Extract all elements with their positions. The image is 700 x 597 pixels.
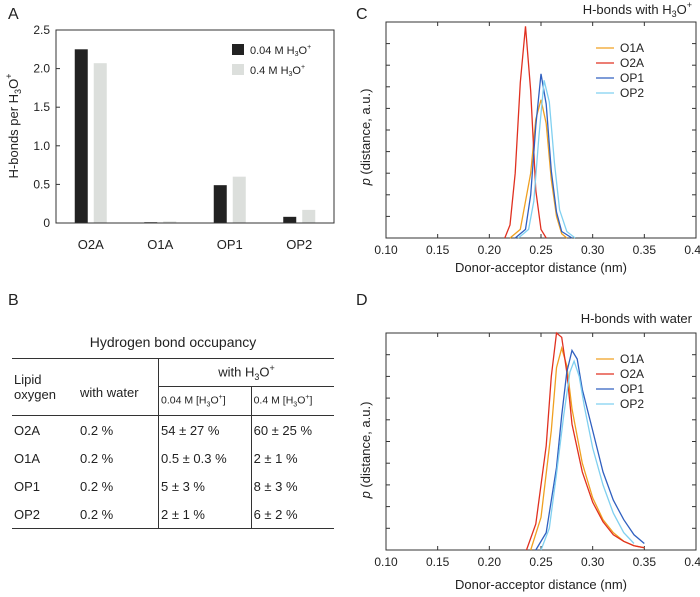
- bar-o1a-04m: [163, 221, 177, 223]
- bar-chart-a: H-bonds per H3O+ 0 0.5 1.0 1.5 2.0 2.5 O2A O1A O…: [4, 23, 335, 252]
- cell-oxygen: O1A: [14, 450, 41, 466]
- chart-c-xtick-label: 0.30: [581, 243, 605, 257]
- cell-oxygen: OP2: [12, 500, 78, 529]
- chart-d-xtick-label: 0.40: [684, 555, 700, 569]
- table-row: O1A 0.2 % 0.5 ± 0.3 % 2 ± 1 %: [12, 444, 334, 472]
- cell-oxygen: O2A: [14, 422, 41, 438]
- chart-c-series-o2a: [504, 26, 547, 239]
- cell-04m: 8 ± 3 %: [250, 472, 334, 500]
- chart-c-legend-label-o2a: O2A: [620, 56, 644, 70]
- panel-letter-a: A: [8, 6, 19, 23]
- chart-c-legend-label-op1: OP1: [620, 71, 644, 85]
- chart-c-xtick-label: 0.35: [633, 243, 657, 257]
- legend-swatch-04: [232, 64, 244, 75]
- cell-04m: 2 ± 1 %: [250, 444, 334, 472]
- chart-c-legend-label-op2: OP2: [620, 86, 644, 100]
- chart-c-legend-label-o1a: O1A: [620, 41, 644, 55]
- chart-d-title: H-bonds with water: [581, 311, 693, 326]
- bar-o2a-004m: [74, 49, 88, 223]
- cell-004m: 54 ± 27 %: [158, 415, 252, 444]
- cell-water: 0.2 %: [80, 422, 114, 438]
- table-row: OP2 0.2 % 2 ± 1 % 6 ± 2 %: [12, 500, 334, 529]
- panel-letter-d: D: [356, 292, 368, 309]
- chart-a-ytick-label: 2.5: [33, 23, 50, 37]
- chart-d-ylabel: p (distance, a.u.): [358, 402, 373, 500]
- chart-a-ytick-label: 1.5: [33, 100, 50, 114]
- legend-label-004: 0.04 M H3O+: [250, 44, 311, 58]
- table-header-row: Lipid oxygen with water with H3O+: [12, 358, 334, 416]
- chart-d-legend-label-o2a: O2A: [620, 367, 644, 381]
- cell-004m: 0.5 ± 0.3 %: [158, 444, 252, 472]
- chart-a-ytick-label: 1.0: [33, 139, 50, 153]
- chart-a-xtick-label: OP2: [286, 237, 312, 252]
- chart-d-xtick-label: 0.35: [633, 555, 657, 569]
- chart-d-legend-label-op1: OP1: [620, 382, 644, 396]
- col-lipid-oxygen: Lipid oxygen: [12, 358, 78, 416]
- chart-a-xtick-label: OP1: [217, 237, 243, 252]
- chart-d-legend-label-o1a: O1A: [620, 352, 644, 366]
- chart-a-ylabel: H-bonds per H3O+: [4, 74, 23, 179]
- table-row: O2A 0.2 % 54 ± 27 % 60 ± 25 %: [12, 415, 334, 444]
- cell-004m: 2 ± 1 %: [158, 500, 252, 529]
- cell-04m: 60 ± 25 %: [250, 415, 334, 444]
- table-b-title: Hydrogen bond occupancy: [89, 334, 257, 350]
- chart-c-title: H-bonds with H3O+: [583, 0, 692, 19]
- chart-d-legend-label-op2: OP2: [620, 397, 644, 411]
- cell-water: 0.2 %: [80, 478, 114, 494]
- chart-c-xtick-label: 0.15: [426, 243, 450, 257]
- cell-oxygen: OP1: [14, 478, 41, 494]
- chart-d-series-op2: [540, 359, 635, 551]
- chart-c-xlabel: Donor-acceptor distance (nm): [455, 260, 627, 275]
- chart-c-xtick-label: 0.10: [374, 243, 398, 257]
- line-chart-d: H-bonds with water p (distance, a.u.) Do…: [358, 311, 700, 592]
- legend-swatch-004: [232, 44, 244, 55]
- chart-a-xtick-label: O1A: [147, 237, 173, 252]
- chart-c-ylabel: p (distance, a.u.): [358, 89, 373, 187]
- chart-d-series-o2a: [525, 331, 645, 551]
- chart-c-series-op2: [517, 80, 576, 239]
- chart-c-xtick-label: 0.25: [529, 243, 553, 257]
- chart-c-xtick-label: 0.20: [478, 243, 502, 257]
- panel-letter-c: C: [356, 6, 368, 23]
- chart-a-xtick-label: O2A: [78, 237, 104, 252]
- cell-water: 0.2 %: [78, 500, 159, 529]
- col-004m: 0.04 M [H3O+]: [158, 386, 252, 416]
- chart-d-xtick-label: 0.20: [478, 555, 502, 569]
- col-with-h3o: with H3O+: [158, 358, 334, 387]
- bar-op2-004m: [283, 216, 297, 223]
- bar-op2-04m: [302, 209, 316, 223]
- chart-c-series-o1a: [509, 99, 568, 239]
- chart-d-xtick-label: 0.15: [426, 555, 450, 569]
- cell-004m: 5 ± 3 %: [158, 472, 252, 500]
- panel-letter-b: B: [8, 292, 19, 309]
- chart-c-frame: [385, 21, 697, 239]
- col-with-water: with water: [78, 358, 159, 416]
- chart-d-xlabel: Donor-acceptor distance (nm): [455, 577, 627, 592]
- occupancy-table: Lipid oxygen with water with H3O+ 0.04 M…: [12, 358, 334, 529]
- col-04m: 0.4 M [H3O+]: [250, 386, 334, 416]
- chart-d-xtick-label: 0.30: [581, 555, 605, 569]
- table-subheader-row: 0.04 M [H3O+] 0.4 M [H3O+]: [12, 386, 334, 416]
- chart-a-ytick-label: 0.5: [33, 177, 50, 191]
- cell-water: 0.2 %: [80, 450, 114, 466]
- bar-op1-004m: [213, 185, 227, 223]
- chart-a-ytick-label: 2.0: [33, 62, 50, 76]
- chart-d-xtick-label: 0.10: [374, 555, 398, 569]
- bar-o2a-04m: [93, 63, 107, 223]
- chart-c-xtick-label: 0.40: [684, 243, 700, 257]
- chart-a-ytick-label: 0: [43, 216, 50, 230]
- table-row: OP1 0.2 % 5 ± 3 % 8 ± 3 %: [12, 472, 334, 500]
- bar-op1-04m: [232, 176, 246, 223]
- cell-04m: 6 ± 2 %: [250, 500, 334, 529]
- chart-d-series-op1: [535, 348, 645, 551]
- chart-a-legend: 0.04 M H3O+ 0.4 M H3O+: [232, 44, 311, 78]
- chart-a-frame: [55, 29, 335, 224]
- chart-d-xtick-label: 0.25: [529, 555, 553, 569]
- legend-label-04: 0.4 M H3O+: [250, 64, 305, 78]
- line-chart-c: H-bonds with H3O+ p (distance, a.u.) Don…: [358, 0, 700, 275]
